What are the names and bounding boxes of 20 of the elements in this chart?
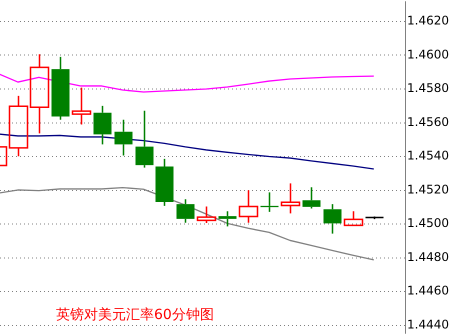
y-tick-label: 1.4500 — [407, 216, 449, 230]
y-tick-label: 1.4580 — [407, 81, 449, 96]
candlestick — [218, 210, 236, 228]
y-tick-label: 1.4620 — [407, 14, 449, 28]
y-tick-label: 1.4540 — [407, 148, 449, 163]
y-tick-label: 1.4600 — [407, 47, 449, 62]
candlestick — [94, 105, 112, 146]
candlestick — [136, 110, 154, 168]
candlestick — [176, 198, 194, 224]
candlestick — [324, 203, 342, 234]
candlestick — [114, 118, 132, 156]
y-tick-label: 1.4440 — [407, 317, 449, 332]
candlestick — [302, 186, 320, 210]
y-tick-label: 1.4560 — [407, 114, 449, 129]
y-tick-label: 1.4480 — [407, 250, 449, 264]
y-tick-label: 1.4460 — [407, 284, 449, 298]
y-tick-label: 1.4520 — [407, 182, 449, 196]
candlestick — [52, 56, 70, 120]
text: 英镑对美元汇率60分钟图 — [56, 306, 214, 324]
candlestick — [156, 158, 174, 207]
